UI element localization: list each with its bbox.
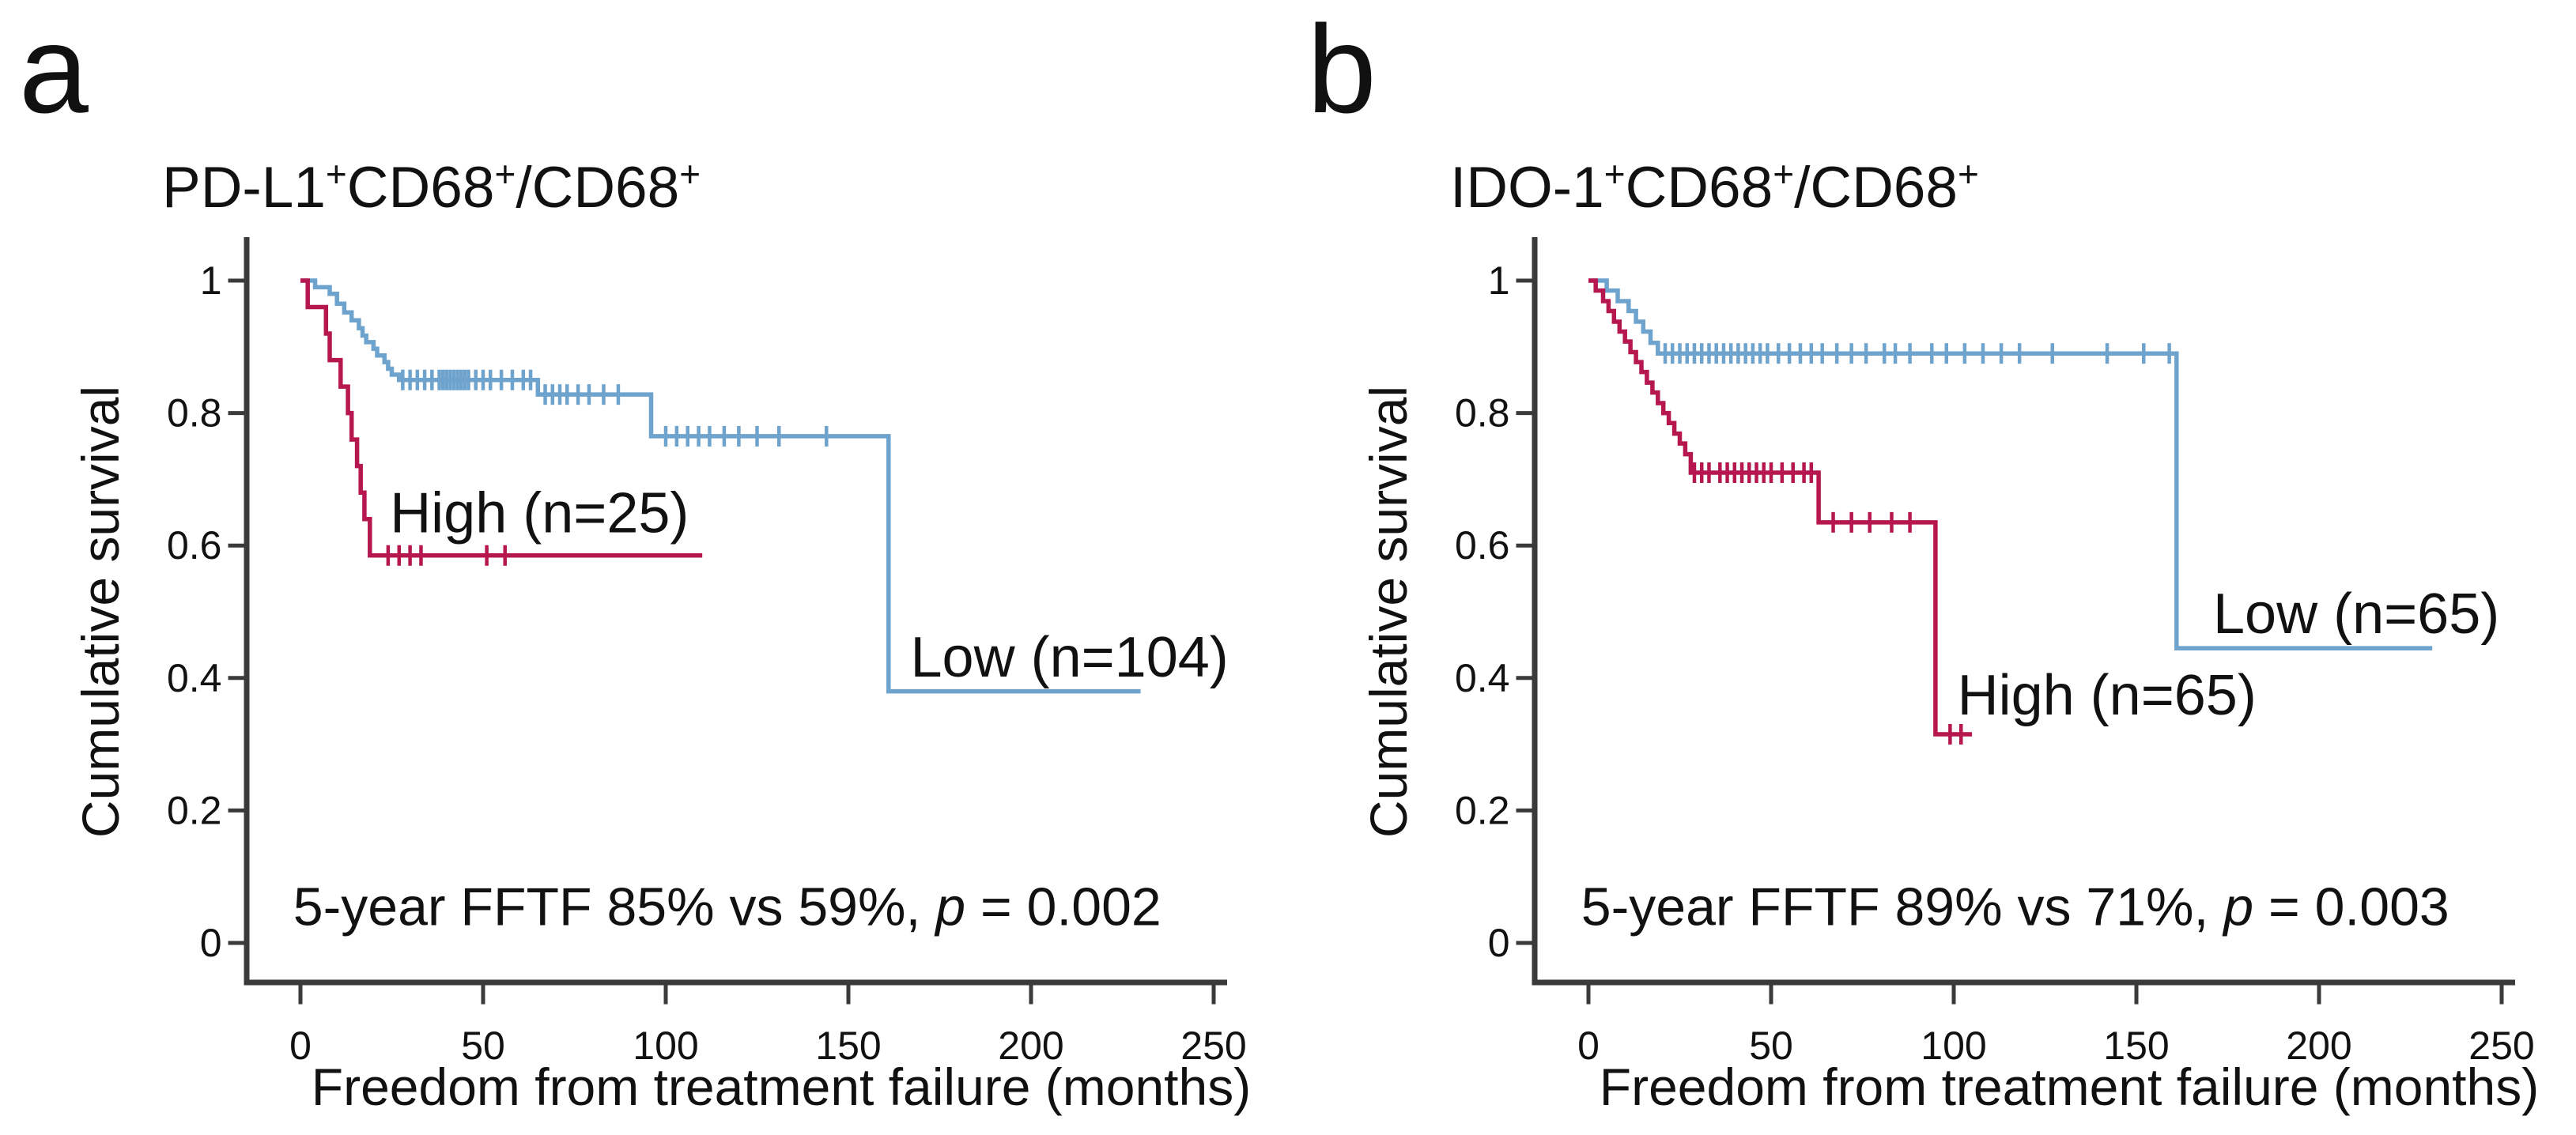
y-tick-label: 0.4 — [1455, 656, 1510, 700]
x-tick-label: 50 — [461, 1024, 505, 1068]
low-censor-ticks — [1663, 343, 2171, 364]
x-tick-label: 150 — [2103, 1024, 2169, 1068]
low-censor-ticks — [401, 369, 829, 447]
x-tick-label: 0 — [1577, 1024, 1600, 1068]
y-tick-label: 0.8 — [167, 391, 222, 436]
y-tick-label: 1 — [200, 258, 222, 303]
panel-letter: b — [1307, 0, 1377, 139]
y-axis-label: Cumulative survival — [1359, 386, 1418, 838]
high-curve — [300, 278, 703, 558]
x-tick-label: 0 — [289, 1024, 312, 1068]
y-axis-label: Cumulative survival — [71, 386, 130, 838]
y-tick-label: 0 — [1488, 921, 1510, 965]
y-tick-label: 1 — [1488, 258, 1510, 303]
panel-letter: a — [19, 0, 89, 139]
y-tick-label: 0.6 — [1455, 523, 1510, 568]
high-curve-label: High (n=25) — [390, 481, 689, 545]
y-tick-label: 0.8 — [1455, 391, 1510, 436]
y-tick-label: 0 — [200, 921, 222, 965]
high-censor-ticks — [1692, 462, 1963, 745]
y-tick-label: 0.2 — [167, 788, 222, 832]
high-curve-label: High (n=65) — [1958, 664, 2257, 727]
panel-title: IDO-1+CD68+/CD68+ — [1450, 153, 1979, 220]
low-curve — [300, 278, 1141, 694]
high-curve — [1588, 278, 1973, 737]
km-panel-b: b IDO-1+CD68+/CD68+ 0 50 100 150 200 250 1 0.8 0.6… — [1307, 0, 2539, 1116]
x-tick-label: 100 — [1921, 1024, 1986, 1068]
x-tick-label: 200 — [2286, 1024, 2351, 1068]
fftf-annotation: 5-year FFTF 89% vs 71%, p = 0.003 — [1581, 877, 2449, 937]
y-tick-label: 0.6 — [167, 523, 222, 568]
x-tick-label: 250 — [1180, 1024, 1246, 1068]
low-curve-label: Low (n=65) — [2213, 583, 2499, 646]
x-tick-label: 150 — [815, 1024, 881, 1068]
y-tick-label: 0.4 — [167, 656, 222, 700]
x-tick-label: 200 — [998, 1024, 1063, 1068]
y-tick-label: 0.2 — [1455, 788, 1510, 832]
x-tick-label: 100 — [633, 1024, 698, 1068]
km-panel-a: a PD-L1+CD68+/CD68+ 0 50 100 150 200 250 1 0.8 0.6… — [19, 0, 1251, 1116]
x-axis-label: Freedom from treatment failure (months) — [312, 1058, 1251, 1116]
x-tick-label: 250 — [2468, 1024, 2534, 1068]
high-censor-ticks — [386, 545, 507, 566]
fftf-annotation: 5-year FFTF 85% vs 59%, p = 0.002 — [293, 877, 1161, 937]
x-tick-label: 50 — [1749, 1024, 1793, 1068]
x-axis-label: Freedom from treatment failure (months) — [1600, 1058, 2539, 1116]
panel-title: PD-L1+CD68+/CD68+ — [162, 153, 701, 220]
low-curve-label: Low (n=104) — [911, 626, 1229, 689]
